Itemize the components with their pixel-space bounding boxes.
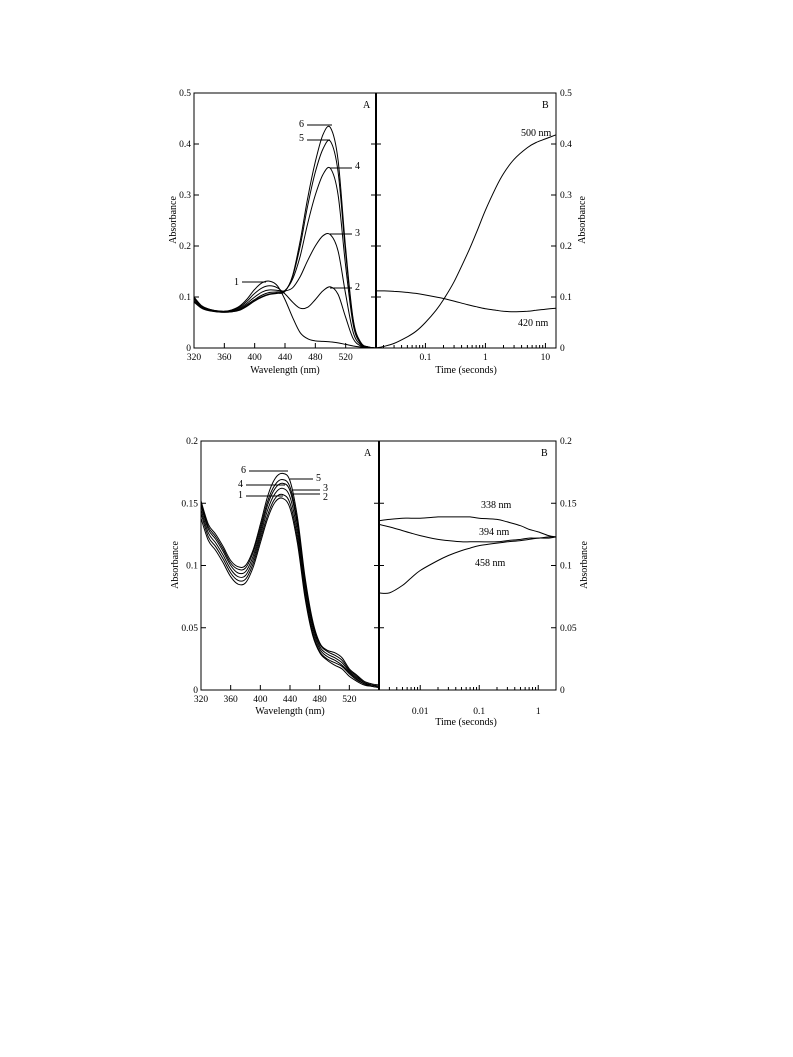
fig1-y-axis-label-left: Absorbance [168,196,179,244]
fig2-b-y-tick-label: 0.15 [560,499,577,509]
fig1-b-y-tick-label: 0.3 [560,191,572,201]
fig2-a-x-tick-label: 320 [194,695,209,705]
fig1-curve-label-1: 1 [234,277,239,288]
fig1-a-x-tick-label: 400 [248,353,263,363]
fig2-curve-label-2: 2 [323,492,328,503]
fig2-a-y-tick-label: 0.05 [181,624,198,634]
fig2-a-x-tick-label: 360 [224,695,239,705]
fig1-b-y-tick-label: 0.4 [560,140,572,150]
fig2-a-x-tick-label: 520 [342,695,357,705]
fig1-b-y-tick-label: 0.1 [560,293,572,303]
fig2-b-series-394-nm [378,523,557,543]
fig1-b-x-tick-label: 1 [483,353,488,363]
fig2-a-x-tick-label: 480 [313,695,328,705]
fig1-a-x-tick-label: 520 [339,353,354,363]
fig2-x-axis-label-b: Time (seconds) [435,717,497,728]
fig1-curve-label-5: 5 [299,133,304,144]
fig2-trace-label-338: 338 nm [481,500,512,511]
fig1-a-series-5 [193,139,377,349]
fig1-a-y-tick-label: 0.3 [179,191,191,201]
fig1-b-x-tick-label: 0.1 [419,353,431,363]
fig2-curve-label-1: 1 [238,490,243,501]
figure-1-panel-a-curves [193,125,377,349]
fig2-a-series-3 [200,487,380,687]
figure-1-panel-b-curves [375,134,557,349]
fig1-panel-a-label: A [363,100,371,111]
fig1-trace-label-420: 420 nm [518,318,549,329]
fig2-a-series-6 [200,472,380,686]
fig2-a-series-5 [200,479,380,687]
fig1-a-series-6 [193,125,377,349]
fig2-x-axis-label-a: Wavelength (nm) [255,706,324,717]
fig2-b-y-tick-label: 0.1 [560,562,572,572]
fig1-b-y-tick-label: 0 [560,344,565,354]
fig1-x-axis-label-a: Wavelength (nm) [250,365,319,376]
fig2-a-series-2 [200,493,380,688]
fig1-a-y-tick-label: 0.5 [179,89,191,99]
fig2-a-series-4 [200,482,380,687]
fig2-panel-b-label: B [541,448,548,459]
fig1-b-y-tick-label: 0.2 [560,242,572,252]
fig1-a-x-tick-label: 360 [217,353,232,363]
fig1-a-x-tick-label: 480 [308,353,323,363]
fig1-curve-label-6: 6 [299,119,304,130]
fig2-trace-label-458: 458 nm [475,558,506,569]
fig2-trace-label-394: 394 nm [479,527,510,538]
fig1-curve-label-4: 4 [355,161,360,172]
fig1-a-series-4 [193,166,377,349]
fig2-b-x-tick-label: 0.1 [473,707,485,717]
fig2-a-y-tick-label: 0 [193,686,198,696]
fig1-a-y-tick-label: 0.4 [179,140,191,150]
fig2-b-series-338-nm [378,516,557,538]
fig2-a-series-1 [200,497,380,688]
fig2-y-axis-label-right: Absorbance [579,541,590,589]
fig1-curve-label-2: 2 [355,282,360,293]
figure-2-panel-a-curves [200,472,380,688]
fig1-a-x-tick-label: 440 [278,353,293,363]
fig2-b-series-458-nm [378,536,557,594]
fig2-curve-label-4: 4 [238,479,243,490]
figure-2-panel-b-curves [378,516,557,594]
fig2-b-y-tick-label: 0 [560,686,565,696]
fig2-y-axis-label-left: Absorbance [170,541,181,589]
fig2-curve-label-5: 5 [316,473,321,484]
fig2-a-y-tick-label: 0.15 [181,499,198,509]
fig2-a-y-tick-label: 0.1 [186,562,198,572]
fig2-b-y-tick-label: 0.05 [560,624,577,634]
fig1-a-x-tick-label: 320 [187,353,202,363]
fig2-a-x-tick-label: 440 [283,695,298,705]
fig1-a-y-tick-label: 0.2 [179,242,191,252]
fig2-panel-a-label: A [364,448,372,459]
fig1-b-series-500-nm [375,134,557,349]
fig2-curve-label-6: 6 [241,465,246,476]
fig1-curve-label-3: 3 [355,228,360,239]
fig2-a-y-tick-label: 0.2 [186,437,198,447]
fig1-a-y-tick-label: 0.1 [179,293,191,303]
fig1-y-axis-label-right: Absorbance [577,196,588,244]
fig1-b-x-tick-label: 10 [541,353,551,363]
fig2-b-y-tick-label: 0.2 [560,437,572,447]
fig2-curve-label-3: 3 [323,483,328,494]
fig2-b-x-tick-label: 0.01 [412,707,429,717]
fig1-b-y-tick-label: 0.5 [560,89,572,99]
fig1-x-axis-label-b: Time (seconds) [435,365,497,376]
fig2-b-x-tick-label: 1 [536,707,541,717]
fig1-b-series-420-nm [375,290,557,313]
fig1-panel-b-label: B [542,100,549,111]
fig1-trace-label-500: 500 nm [521,128,552,139]
fig2-a-x-tick-label: 400 [253,695,268,705]
fig1-a-y-tick-label: 0 [186,344,191,354]
